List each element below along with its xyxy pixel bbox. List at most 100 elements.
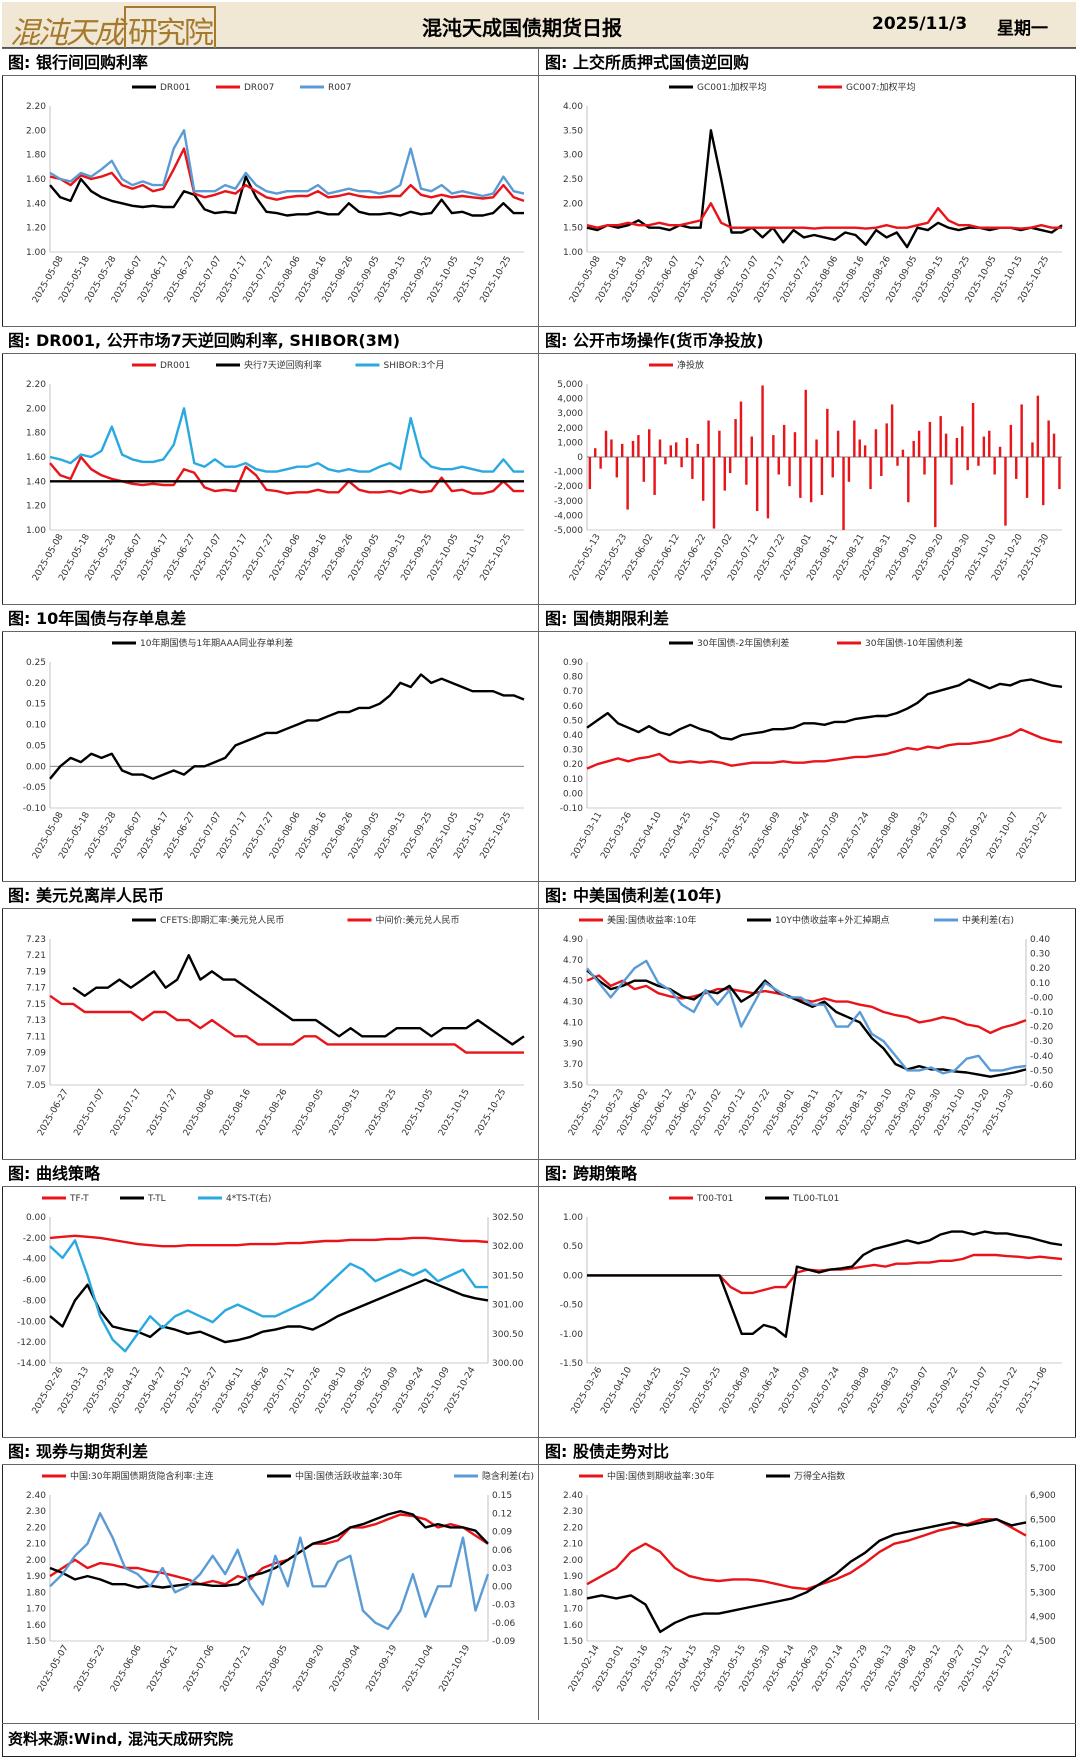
y2-tick-label: 6,100 xyxy=(1030,1540,1056,1550)
y-tick-label: 0.20 xyxy=(563,760,583,770)
y-tick-label: -3,000 xyxy=(554,497,583,507)
y-tick-label: 4.50 xyxy=(563,977,583,987)
legend-item: GC001:加权平均 xyxy=(669,81,766,93)
y-tick-label: 2.20 xyxy=(563,1523,583,1533)
y-tick-label: 7.17 xyxy=(26,984,46,994)
y-tick-label: 7.05 xyxy=(26,1081,46,1091)
legend: DR001 央行7天逆回购利率 SHIBOR:3个月 xyxy=(132,359,444,371)
x-tick-label: 2025-09-22 xyxy=(926,1366,961,1416)
legend-label: 10Y中债收益率+外汇掉期点 xyxy=(775,914,890,926)
bar xyxy=(1031,442,1034,457)
series-line xyxy=(49,407,524,473)
bar xyxy=(809,457,813,503)
y-ticks: -1.50 -1.00 -0.50 0.00 0.50 1.00 xyxy=(560,1213,584,1369)
legend-item: 30年国债-2年国债利差 xyxy=(669,637,789,649)
y-tick-label: 2.10 xyxy=(26,1540,46,1550)
bar xyxy=(788,457,791,487)
bar xyxy=(961,426,964,457)
series-line xyxy=(49,1278,489,1344)
y-tick-label: 1.20 xyxy=(26,224,46,234)
y-tick-label: -1,000 xyxy=(554,468,583,478)
series-line xyxy=(49,1239,488,1353)
chart-p7: CFETS:即期汇率:美元兑人民币 中间价:美元兑人民币 7.057.077.097… xyxy=(26,914,525,1138)
y-tick-label: 1.00 xyxy=(26,526,46,536)
y2-tick-label: 4,500 xyxy=(1030,1637,1056,1647)
series-line xyxy=(587,1230,1063,1338)
y-tick-label: 2.10 xyxy=(563,1540,583,1550)
legend: TF-T T-TL 4*TS-T(右) xyxy=(42,1192,271,1204)
y2-tick-label: 4,900 xyxy=(1030,1613,1056,1623)
x-tick-label: 2025-09-22 xyxy=(956,811,991,861)
y-tick-label: -8.00 xyxy=(23,1296,47,1306)
bar xyxy=(917,430,921,457)
y-tick-label: 4.30 xyxy=(563,998,583,1008)
x-tick-label: 2025-09-05 xyxy=(291,1088,326,1138)
legend-item: 30年国债-10年国债利差 xyxy=(837,637,963,649)
series-line xyxy=(49,129,525,198)
y2-tick-label: 0.15 xyxy=(492,1491,512,1501)
x-tick-label: 2025-06-09 xyxy=(718,1365,753,1416)
bar xyxy=(685,438,689,457)
legend-item: 10Y中债收益率+外汇掉期点 xyxy=(747,914,890,926)
y-tick-label: 2.00 xyxy=(563,199,583,209)
y-tick-label: -0.10 xyxy=(560,804,584,814)
y-tick-label: 7.13 xyxy=(26,1016,46,1026)
panel-header-p5: 图: 10年国债与存单息差 xyxy=(2,604,538,632)
x-tick-label: 2025-07-09 xyxy=(777,1365,812,1416)
bar xyxy=(755,457,759,512)
y-ticks: 3.50 3.70 3.90 4.10 4.30 4.50 4.70 4.90 -0.60 -0.… xyxy=(563,935,1054,1091)
y-tick-label: 0.00 xyxy=(563,789,583,799)
bar xyxy=(664,457,667,465)
y2-tick-label: 5,300 xyxy=(1030,1588,1056,1598)
bar xyxy=(637,435,640,457)
y-tick-label: 7.09 xyxy=(26,1049,46,1059)
x-tick-label: 2025-08-08 xyxy=(837,1365,872,1416)
series-line xyxy=(49,175,524,217)
series-line xyxy=(586,129,1063,249)
panel-header-p2: 图: 上交所质押式国债逆回购 xyxy=(539,48,1076,76)
x-tick-label: 2025-07-07 xyxy=(72,1088,107,1138)
y-ticks: 1.00 1.20 1.40 1.60 1.80 2.00 2.20 xyxy=(26,380,46,536)
panel-header-p4: 图: 公开市场操作(货币净投放) xyxy=(539,326,1076,354)
legend-label: DR001 xyxy=(160,361,190,371)
bar xyxy=(777,457,780,475)
series-line xyxy=(586,202,1062,230)
legend-item: 美国:国债收益率:10年 xyxy=(579,914,697,926)
legend-label: DR001 xyxy=(160,83,190,93)
x-tick-label: 2025-10-25 xyxy=(474,1088,509,1138)
y-tick-label: -1.00 xyxy=(560,1330,584,1340)
bar xyxy=(680,457,683,468)
y-tick-label: 2.00 xyxy=(563,1556,583,1566)
bar xyxy=(647,429,651,457)
y-tick-label: 2.40 xyxy=(26,1491,46,1501)
bar xyxy=(734,419,737,457)
chart-p3: DR001 央行7天逆回购利率 SHIBOR:3个月 1.00 1.20 1.40 1.60… xyxy=(26,359,524,583)
bar xyxy=(934,457,937,528)
x-tick-label: 2025-03-26 xyxy=(599,810,634,861)
y2-tick-label: 0.09 xyxy=(492,1528,512,1538)
legend-label: R007 xyxy=(328,83,351,93)
bar xyxy=(793,432,797,457)
bar xyxy=(831,457,834,478)
y-tick-label: 2.00 xyxy=(26,126,46,136)
y-tick-label: 4.70 xyxy=(563,956,583,966)
x-ticks: 2025-05-132025-05-232025-06-022025-06-12… xyxy=(567,1087,1017,1138)
y-tick-label: 2.20 xyxy=(26,102,46,112)
y-ticks: 7.05 7.07 7.09 7.11 7.13 7.15 7.17 7.19 7.21 7.23 xyxy=(26,935,46,1091)
legend-label: T00-T01 xyxy=(696,1194,733,1204)
legend-item: 中间价:美元兑人民币 xyxy=(347,914,460,926)
bar xyxy=(642,457,646,482)
legend-label: CFETS:即期汇率:美元兑人民币 xyxy=(160,914,284,926)
x-tick-label: 2025-09-25 xyxy=(364,1088,399,1138)
bar xyxy=(723,457,726,491)
legend-label: 10年期国债与1年期AAA同业存单利差 xyxy=(140,637,293,649)
bar xyxy=(739,401,743,457)
legend-label: 中间价:美元兑人民币 xyxy=(376,914,460,926)
y-tick-label: 4,000 xyxy=(557,395,583,405)
panel-header-p3: 图: DR001, 公开市场7天逆回购利率, SHIBOR(3M) xyxy=(2,326,538,354)
y-tick-label: 1.50 xyxy=(563,224,583,234)
x-tick-label: 2025-08-26 xyxy=(255,1087,290,1138)
y2-tick-label: 300.50 xyxy=(492,1330,524,1340)
y-ticks: 1.50 1.60 1.70 1.80 1.90 2.00 2.10 2.20 2.30 2.40… xyxy=(563,1491,1056,1647)
y-tick-label: 4.00 xyxy=(563,102,583,112)
